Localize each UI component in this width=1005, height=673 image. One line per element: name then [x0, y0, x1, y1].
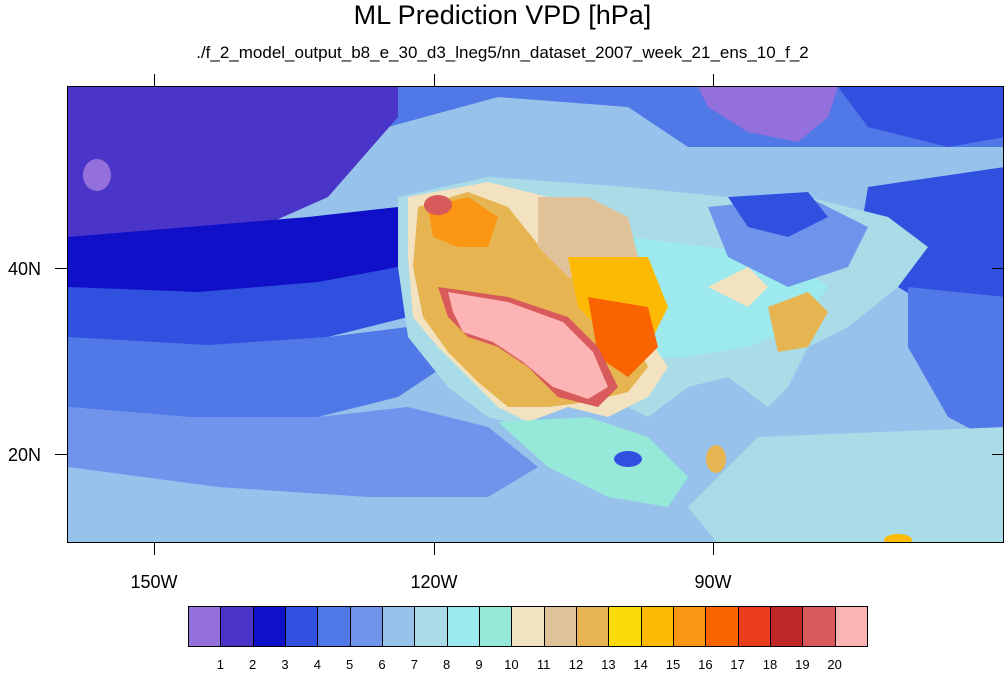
vpd-map [67, 86, 1004, 543]
colorbar-tick-label: 5 [346, 657, 354, 672]
map-title: ML Prediction VPD [hPa] [353, 0, 652, 30]
colorbar-tick-label: 9 [475, 657, 483, 672]
colorbar-swatch [414, 606, 448, 647]
colorbar-swatch [317, 606, 351, 647]
colorbar-swatch [834, 606, 868, 647]
colorbar-tick-label: 6 [378, 657, 386, 672]
colorbar-tick-label: 1 [216, 657, 224, 672]
colorbar-tick-label: 3 [281, 657, 289, 672]
vpd-field [68, 87, 1003, 542]
colorbar-tick-label: 12 [568, 657, 584, 672]
colorbar-swatch [188, 606, 222, 647]
lon-tick-120w [434, 543, 435, 555]
colorbar-tick-label: 15 [665, 657, 681, 672]
lon-tick-90w-top [713, 74, 714, 86]
colorbar-tick-label: 8 [443, 657, 451, 672]
lon-tick-90w [713, 543, 714, 555]
lon-label-90w: 90W [694, 572, 732, 592]
colorbar-swatch [640, 606, 674, 647]
colorbar-tick-label: 17 [730, 657, 745, 672]
colorbar-tick-label: 20 [827, 657, 842, 672]
lat-label-40n: 40N [7, 259, 41, 279]
colorbar-tick-label: 4 [313, 657, 321, 672]
colorbar-swatch [673, 606, 707, 647]
lat-tick-20n-right [992, 454, 1004, 455]
colorbar-swatch [608, 606, 642, 647]
lon-tick-150w [154, 543, 155, 555]
colorbar-tick-label: 16 [698, 657, 713, 672]
colorbar-swatch [220, 606, 254, 647]
colorbar-tick-label: 14 [633, 657, 648, 672]
colorbar-tick-label: 2 [249, 657, 257, 672]
lon-tick-120w-top [434, 74, 435, 86]
colorbar [188, 606, 868, 647]
lon-tick-150w-top [154, 74, 155, 86]
lon-label-120w: 120W [410, 572, 458, 592]
colorbar-swatch [705, 606, 739, 647]
colorbar-swatch [382, 606, 416, 647]
colorbar-tick-label: 11 [536, 657, 551, 672]
colorbar-swatch [479, 606, 513, 647]
colorbar-swatch [285, 606, 319, 647]
map-subtitle: ./f_2_model_output_b8_e_30_d3_lneg5/nn_d… [196, 43, 809, 62]
lat-label-20n: 20N [7, 445, 41, 465]
colorbar-tick-label: 19 [795, 657, 810, 672]
colorbar-swatch [770, 606, 804, 647]
colorbar-swatch [349, 606, 383, 647]
colorbar-swatch [446, 606, 480, 647]
colorbar-swatch [543, 606, 577, 647]
lat-tick-20n [55, 454, 67, 455]
lon-label-150w: 150W [130, 572, 178, 592]
colorbar-swatch [737, 606, 771, 647]
lat-tick-40n-right [992, 268, 1004, 269]
colorbar-tick-label: 13 [601, 657, 616, 672]
lat-tick-40n [55, 268, 67, 269]
colorbar-tick-label: 18 [762, 657, 778, 672]
colorbar-swatch [252, 606, 286, 647]
colorbar-tick-label: 7 [410, 657, 418, 672]
colorbar-swatch [802, 606, 836, 647]
colorbar-swatch [576, 606, 610, 647]
colorbar-tick-label: 10 [504, 657, 519, 672]
colorbar-swatch [511, 606, 545, 647]
